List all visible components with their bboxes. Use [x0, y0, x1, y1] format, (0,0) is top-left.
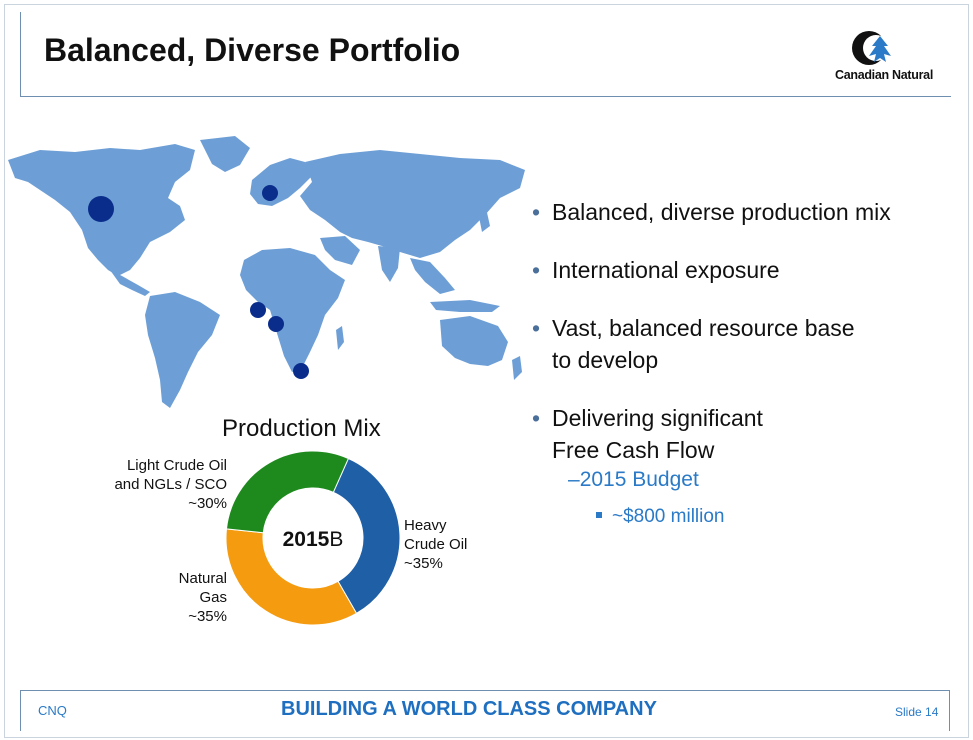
bullet-dot-icon: •	[532, 199, 541, 225]
sub-bullet-text: 2015 Budget	[579, 468, 699, 491]
middle-east-landmass	[320, 236, 360, 265]
bullet-dot-icon: •	[532, 315, 541, 341]
footer-frame	[20, 690, 950, 731]
slice-label-line: Gas	[199, 589, 227, 606]
slice-label-light-crude: Light Crude Oil and NGLs / SCO ~30%	[97, 456, 227, 513]
slice-label-natural-gas: Natural Gas ~35%	[147, 569, 227, 626]
logo-mark-icon	[852, 31, 891, 65]
chart-title: Production Mix	[222, 415, 381, 442]
map-marker-north-sea	[262, 185, 278, 201]
bullet-list: • Balanced, diverse production mix • Int…	[532, 196, 962, 492]
asia-landmass	[300, 150, 525, 258]
company-logo: Canadian Natural	[824, 28, 944, 88]
slide-number: Slide 14	[895, 705, 939, 719]
slice-label-line: Natural	[178, 570, 227, 587]
sub-sub-bullet: ~$800 million	[596, 506, 725, 528]
bullet-item: • Delivering significant Free Cash Flow	[532, 402, 962, 466]
bullet-dot-icon: •	[532, 405, 541, 431]
bullet-text-continued: Free Cash Flow	[552, 437, 715, 463]
indonesia-landmass	[430, 300, 500, 312]
donut-slice-heavy-crude-oil	[332, 457, 401, 615]
slice-label-heavy-crude: Heavy Crude Oil ~35%	[404, 516, 467, 573]
map-marker-cote-divoire	[250, 302, 266, 318]
japan-landmass	[478, 208, 490, 232]
square-bullet-icon	[596, 511, 602, 518]
madagascar-landmass	[336, 326, 344, 350]
slice-label-line: Light Crude Oil	[126, 457, 227, 474]
sub-bullet-dash: –	[568, 468, 580, 491]
africa-landmass	[240, 248, 345, 372]
page-title: Balanced, Diverse Portfolio	[44, 32, 461, 68]
south-america-landmass	[145, 292, 220, 408]
slice-label-line: Crude Oil	[404, 536, 468, 553]
slide-border	[4, 4, 969, 738]
header-frame	[20, 12, 951, 97]
world-map	[8, 136, 525, 408]
greenland-landmass	[200, 136, 250, 172]
sub-bullet: –2015 Budget	[568, 468, 699, 492]
central-america-landmass	[110, 270, 150, 296]
footer-tagline: BUILDING A WORLD CLASS COMPANY	[281, 698, 657, 720]
map-marker-canada	[88, 196, 114, 222]
bullet-text: Vast, balanced resource base	[552, 315, 855, 341]
logo-text: Canadian Natural	[834, 68, 933, 82]
slice-label-value: ~30%	[188, 495, 227, 512]
bullet-item: • International exposure	[532, 254, 962, 286]
australia-landmass	[440, 316, 508, 366]
bullet-text: International exposure	[552, 257, 780, 283]
slice-label-value: ~35%	[404, 555, 443, 572]
map-marker-south-africa	[293, 363, 309, 379]
bullet-text: Delivering significant	[552, 405, 763, 431]
donut-slice-natural-gas	[225, 528, 358, 626]
bullet-item: • Vast, balanced resource base to develo…	[532, 312, 962, 376]
bullet-dot-icon: •	[532, 257, 541, 283]
donut-center-label: 2015B	[283, 528, 344, 551]
slice-label-line: and NGLs / SCO	[114, 476, 227, 493]
sub-sub-bullet-text: ~$800 million	[612, 506, 725, 527]
map-marker-gabon	[268, 316, 284, 332]
footer-ticker: CNQ	[38, 703, 67, 718]
india-landmass	[378, 246, 400, 282]
new-zealand-landmass	[512, 356, 522, 380]
slice-label-value: ~35%	[188, 608, 227, 625]
bullet-item: • Balanced, diverse production mix	[532, 196, 962, 228]
bullet-text-continued: to develop	[552, 347, 659, 373]
southeast-asia-landmass	[410, 258, 455, 294]
donut-slice-light-crude-oil-and-ngls-sco	[225, 450, 350, 534]
bullet-text: Balanced, diverse production mix	[552, 199, 891, 225]
slice-label-line: Heavy	[404, 517, 447, 534]
